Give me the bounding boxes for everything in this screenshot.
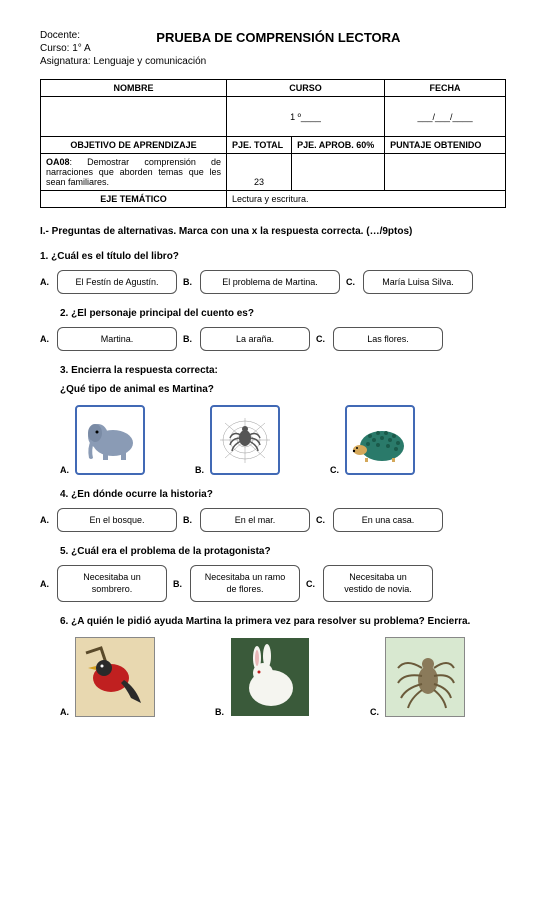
th-pjetotal: PJE. TOTAL <box>227 137 292 154</box>
q5-opt-a[interactable]: Necesitaba un sombrero. <box>57 565 167 602</box>
q2-label-c: C. <box>316 334 325 344</box>
q2-text: 2. ¿El personaje principal del cuento es… <box>40 308 506 319</box>
elephant-icon <box>83 418 138 463</box>
q2-label-a: A. <box>40 334 49 344</box>
q4-label-a: A. <box>40 515 49 525</box>
cell-nombre <box>41 97 227 137</box>
info-table: NOMBRE CURSO FECHA 1 º____ ___/___/____ … <box>40 79 506 208</box>
q4-opt-c[interactable]: En una casa. <box>333 508 443 532</box>
cell-oa: OA08: Demostrar comprensión de narracion… <box>41 154 227 191</box>
hedgehog-icon <box>350 418 410 463</box>
cell-fecha: ___/___/____ <box>385 97 506 137</box>
bird-icon <box>76 638 154 716</box>
cell-curso: 1 º____ <box>227 97 385 137</box>
q2-options: A. Martina. B. La araña. C. Las flores. <box>40 327 506 351</box>
th-objetivo: OBJETIVO DE APRENDIZAJE <box>41 137 227 154</box>
q3-label-a: A. <box>60 465 69 475</box>
oa-desc: : Demostrar comprensión de narraciones q… <box>46 157 221 187</box>
q4-label-c: C. <box>316 515 325 525</box>
q6-label-a: A. <box>60 707 69 717</box>
q6-label-b: B. <box>215 707 224 717</box>
q1-opt-a[interactable]: El Festín de Agustín. <box>57 270 177 294</box>
th-eje: EJE TEMÁTICO <box>41 191 227 208</box>
th-curso: CURSO <box>227 80 385 97</box>
q1-label-c: C. <box>346 277 355 287</box>
q2-opt-a[interactable]: Martina. <box>57 327 177 351</box>
cell-pjeaprob <box>292 154 385 191</box>
q3-sub: ¿Qué tipo de animal es Martina? <box>40 384 506 395</box>
q5-label-c: C. <box>306 579 315 589</box>
q3-label-c: C. <box>330 465 339 475</box>
cell-pjetotal: 23 <box>227 154 292 191</box>
q1-label-a: A. <box>40 277 49 287</box>
rabbit-icon <box>231 638 309 716</box>
q6-opt-b[interactable] <box>230 637 310 717</box>
q5-opt-b[interactable]: Necesitaba un ramo de flores. <box>190 565 300 602</box>
q6-opt-a[interactable] <box>75 637 155 717</box>
q1-opt-c[interactable]: María Luisa Silva. <box>363 270 473 294</box>
q6-opt-c[interactable] <box>385 637 465 717</box>
q1-label-b: B. <box>183 277 192 287</box>
q4-opt-b[interactable]: En el mar. <box>200 508 310 532</box>
q1-text: 1. ¿Cuál es el título del libro? <box>40 251 506 262</box>
q5-opt-c[interactable]: Necesitaba un vestido de novia. <box>323 565 433 602</box>
q6-label-c: C. <box>370 707 379 717</box>
q4-label-b: B. <box>183 515 192 525</box>
q6-text: 6. ¿A quién le pidió ayuda Martina la pr… <box>40 616 506 627</box>
q6-options: A. B. <box>40 637 506 717</box>
th-pjeaprob: PJE. APROB. 60% <box>292 137 385 154</box>
page-title: PRUEBA DE COMPRENSIÓN LECTORA <box>156 30 400 45</box>
q5-label-a: A. <box>40 579 49 589</box>
q5-text: 5. ¿Cuál era el problema de la protagoni… <box>40 546 506 557</box>
q5-label-b: B. <box>173 579 182 589</box>
curso-label: Curso: 1° A <box>40 43 91 54</box>
q2-opt-c[interactable]: Las flores. <box>333 327 443 351</box>
q3-opt-b[interactable] <box>210 405 280 475</box>
subject-label: Asignatura: Lenguaje y comunicación <box>40 56 506 67</box>
section1-title: I.- Preguntas de alternativas. Marca con… <box>40 226 506 237</box>
oa-code: OA08 <box>46 157 70 167</box>
q3-text: 3. Encierra la respuesta correcta: <box>40 365 506 376</box>
docente-label: Docente: <box>40 30 91 41</box>
spider-icon <box>215 413 275 468</box>
spider2-icon <box>386 638 464 716</box>
q1-opt-b[interactable]: El problema de Martina. <box>200 270 340 294</box>
th-puntaje: PUNTAJE OBTENIDO <box>385 137 506 154</box>
q4-options: A. En el bosque. B. En el mar. C. En una… <box>40 508 506 532</box>
q4-opt-a[interactable]: En el bosque. <box>57 508 177 532</box>
th-nombre: NOMBRE <box>41 80 227 97</box>
q3-label-b: B. <box>195 465 204 475</box>
q1-options: A. El Festín de Agustín. B. El problema … <box>40 270 506 294</box>
q2-label-b: B. <box>183 334 192 344</box>
cell-puntaje <box>385 154 506 191</box>
q5-options: A. Necesitaba un sombrero. B. Necesitaba… <box>40 565 506 602</box>
th-fecha: FECHA <box>385 80 506 97</box>
q3-options: A. B. <box>40 405 506 475</box>
cell-eje: Lectura y escritura. <box>227 191 506 208</box>
q4-text: 4. ¿En dónde ocurre la historia? <box>40 489 506 500</box>
q3-opt-c[interactable] <box>345 405 415 475</box>
q2-opt-b[interactable]: La araña. <box>200 327 310 351</box>
q3-opt-a[interactable] <box>75 405 145 475</box>
header: Docente: Curso: 1° A PRUEBA DE COMPRENSI… <box>40 30 506 56</box>
